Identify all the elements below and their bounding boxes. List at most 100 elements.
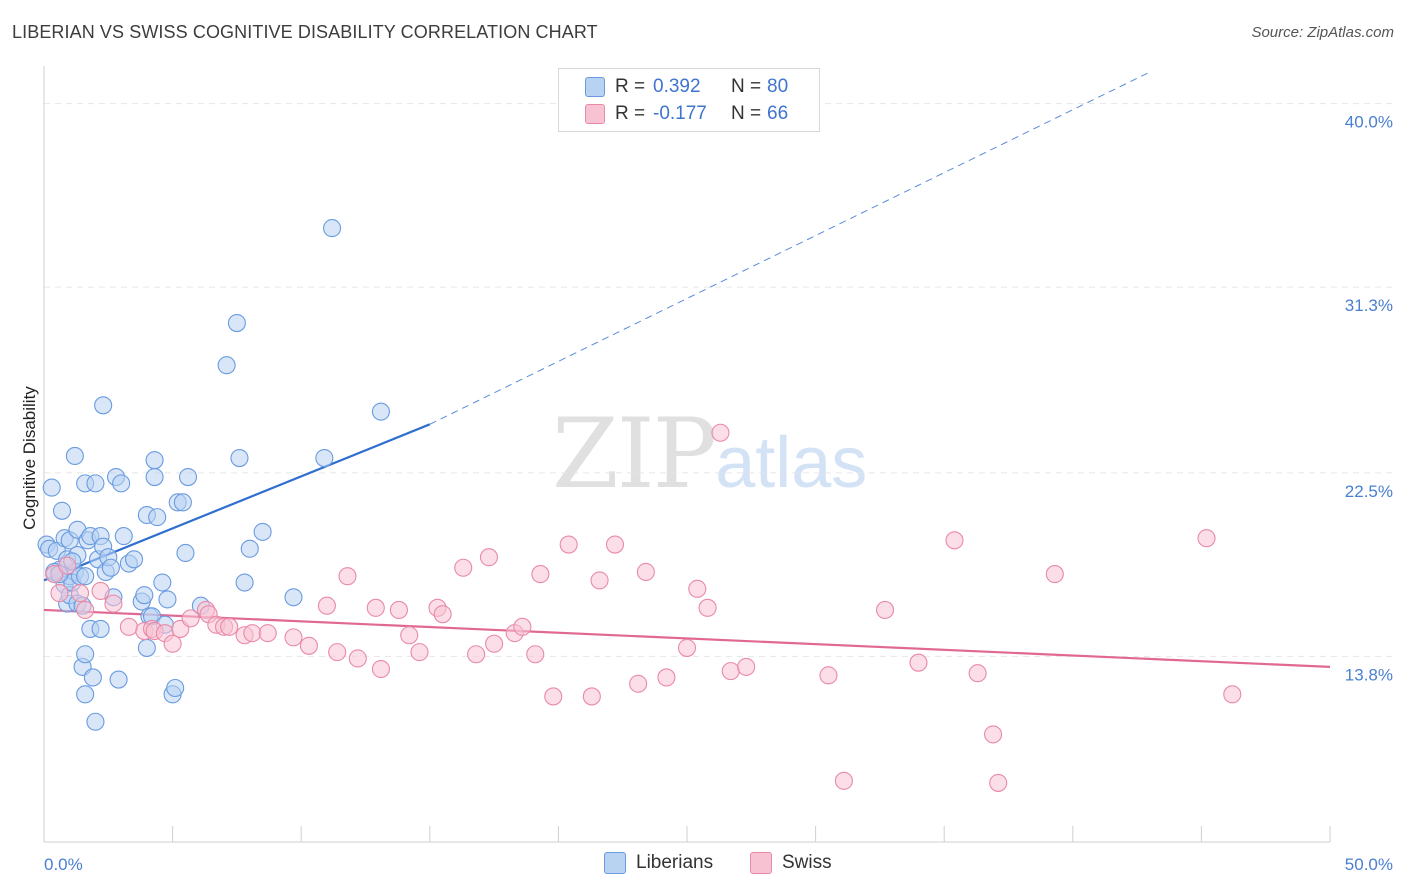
liberians-point: [178, 467, 198, 487]
legend-r-label: R =: [615, 76, 646, 97]
liberians-point: [145, 467, 164, 487]
swiss-point: [629, 674, 648, 693]
swiss-point: [366, 598, 385, 617]
swiss-point: [698, 598, 717, 617]
legend-n-value: 66: [767, 103, 789, 124]
liberians-point: [109, 670, 128, 689]
swiss-point: [526, 645, 545, 664]
x-tick-label: 50.0%: [1345, 855, 1393, 874]
watermark-zip: ZIP: [552, 398, 717, 510]
liberians-point: [86, 474, 105, 493]
swiss-point: [1197, 529, 1216, 548]
liberians-point: [91, 619, 110, 638]
liberians-point: [101, 558, 120, 577]
y-tick-label: 40.0%: [1345, 113, 1393, 132]
chart-title: LIBERIAN VS SWISS COGNITIVE DISABILITY C…: [12, 22, 598, 42]
swiss-legend-swatch: [750, 852, 772, 874]
swiss-point: [479, 548, 499, 567]
swiss-point: [909, 653, 928, 672]
trend-lines: [43, 71, 1331, 669]
liberians-point: [135, 586, 154, 605]
y-tick-label: 31.3%: [1345, 296, 1393, 315]
swiss-point: [467, 645, 486, 664]
swiss-point: [50, 584, 69, 603]
legend-item-liberians[interactable]: Liberians: [604, 852, 713, 874]
swiss-point: [338, 567, 357, 586]
swiss-point: [400, 626, 419, 645]
swiss-point: [181, 609, 200, 628]
swiss-point: [45, 565, 64, 584]
liberians-point: [176, 543, 195, 563]
swiss-point: [657, 668, 676, 687]
watermark: ZIPatlas: [552, 398, 867, 510]
swiss-point: [989, 773, 1008, 792]
liberians-trend-extension: [429, 71, 1151, 425]
swiss-point: [875, 600, 895, 619]
liberians-point: [76, 567, 95, 586]
swiss-trend-line: [43, 608, 1331, 669]
swiss-point: [317, 596, 336, 615]
legend-r-value: -0.177: [653, 103, 707, 124]
swiss-point: [299, 636, 318, 655]
liberians-point: [137, 638, 156, 657]
legend-n-label: N =: [731, 103, 762, 124]
swiss-point: [243, 624, 262, 643]
legend-n-label: N =: [731, 76, 762, 97]
liberians-point: [112, 474, 131, 493]
swiss-point: [348, 649, 367, 668]
liberians-point: [83, 668, 102, 687]
series-legend: Liberians Swiss: [0, 852, 1406, 878]
data-points: [37, 219, 1242, 792]
liberians-point: [86, 712, 105, 731]
swiss-point: [410, 643, 429, 662]
swiss-point: [945, 531, 964, 550]
liberians-point: [65, 446, 84, 465]
legend-row-liberians: R = 0.392 N = 80: [585, 75, 788, 99]
watermark-atlas: atlas: [715, 423, 868, 503]
swiss-point: [91, 581, 110, 601]
grid-lines: [44, 103, 1396, 657]
liberians-legend-swatch: [604, 852, 626, 874]
swiss-point: [737, 657, 756, 676]
liberians-point: [235, 573, 254, 592]
liberians-point: [217, 356, 236, 375]
liberians-point: [52, 501, 72, 520]
swiss-point: [58, 556, 77, 575]
liberians-point: [166, 678, 185, 698]
liberians-point: [240, 539, 259, 558]
liberians-point: [124, 550, 144, 569]
liberians-point: [227, 313, 246, 333]
legend-n-value: 80: [767, 76, 789, 97]
swiss-point: [559, 535, 578, 554]
swiss-point: [328, 643, 347, 662]
liberians-point: [145, 451, 164, 470]
legend-label-liberians: Liberians: [636, 852, 714, 873]
swiss-point: [968, 664, 987, 683]
swiss-point: [834, 771, 853, 790]
swiss-point: [605, 535, 625, 554]
liberians-point: [76, 645, 95, 664]
swiss-point: [76, 600, 95, 619]
swiss-point: [284, 628, 303, 647]
y-tick-label: 13.8%: [1345, 665, 1393, 684]
swiss-point: [104, 594, 123, 613]
liberians-point: [371, 402, 390, 421]
liberians-point: [76, 685, 95, 704]
liberians-point: [158, 590, 177, 609]
swiss-point: [544, 687, 563, 706]
legend-item-swiss[interactable]: Swiss: [750, 852, 832, 874]
liberians-point: [315, 449, 334, 468]
swiss-point: [513, 617, 532, 636]
swiss-point: [677, 638, 697, 657]
legend-row-swiss: R = -0.177 N = 66: [585, 102, 788, 126]
swiss-point: [454, 558, 473, 577]
liberians-point: [114, 527, 133, 546]
y-tick-label: 22.5%: [1345, 482, 1393, 501]
swiss-point: [590, 571, 609, 590]
liberians-point: [42, 478, 61, 497]
y-axis-label: Cognitive Disability: [20, 386, 39, 530]
axes: [43, 66, 1331, 843]
liberians-point: [94, 396, 113, 415]
liberians-point: [253, 522, 272, 541]
swiss-point: [119, 617, 138, 636]
